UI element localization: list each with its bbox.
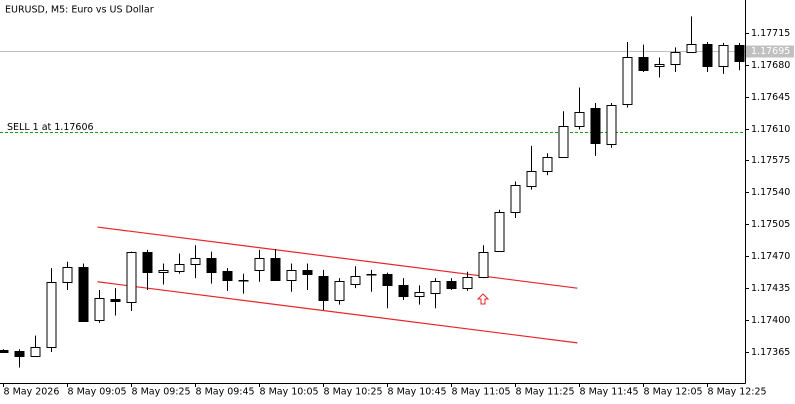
x-tick-label: 8 May 12:05: [644, 387, 703, 398]
bull-candle-body: [670, 52, 681, 65]
y-tick-label: 1.17365: [751, 347, 790, 358]
bear-candle-body: [110, 299, 121, 302]
bear-candle-body: [142, 252, 153, 273]
bull-candle-body: [558, 126, 569, 158]
bull-candle-body: [414, 292, 425, 297]
bull-candle-body: [46, 282, 57, 348]
y-tick-label: 1.17645: [751, 92, 790, 103]
bull-candle-body: [478, 252, 489, 278]
bull-candle-body: [350, 276, 361, 285]
bull-candle-body: [62, 267, 73, 283]
bull-candle-body: [686, 44, 697, 53]
x-tick-label: 8 May 09:05: [68, 387, 127, 398]
bear-candle-body: [382, 274, 393, 286]
bull-candle-body: [462, 277, 473, 289]
current-price-box: [746, 45, 794, 58]
x-tick-label: 8 May 11:05: [452, 387, 511, 398]
y-tick-label: 1.17715: [751, 28, 790, 39]
bull-candle-body: [526, 171, 537, 187]
bear-candle-body: [206, 258, 217, 273]
bear-candle-body: [734, 45, 745, 62]
bull-candle-body: [94, 298, 105, 321]
bull-candle-body: [622, 57, 633, 105]
y-tick-label: 1.17540: [751, 187, 790, 198]
y-tick-label: 1.17400: [751, 315, 790, 326]
x-tick-label: 8 May 10:05: [260, 387, 319, 398]
x-tick-label: 8 May 09:45: [196, 387, 255, 398]
x-tick-label: 8 May 10:25: [324, 387, 383, 398]
bear-candle-body: [398, 285, 409, 297]
bull-candle-body: [286, 270, 297, 281]
bear-candle-body: [14, 351, 25, 357]
bull-candle-body: [510, 185, 521, 213]
current-price-label: 1.17695: [751, 46, 790, 57]
bear-candle-body: [702, 44, 713, 67]
bear-candle-body: [638, 57, 649, 71]
bull-candle-body: [718, 45, 729, 67]
buy-arrow: [476, 293, 490, 305]
bull-candle-body: [190, 258, 201, 265]
bull-candle-body: [606, 105, 617, 145]
y-tick-label: 1.17610: [751, 124, 790, 135]
bull-candle-body: [430, 281, 441, 294]
bear-candle-body: [270, 258, 281, 281]
x-tick-label: 8 May 12:25: [708, 387, 767, 398]
y-tick-label: 1.17505: [751, 219, 790, 230]
trendline: [97, 226, 578, 289]
bull-candle-body: [238, 280, 249, 282]
bull-candle-body: [254, 258, 265, 271]
bear-candle-body: [222, 271, 233, 281]
x-tick-label: 8 May 10:45: [388, 387, 447, 398]
x-tick-label: 8 May 11:45: [580, 387, 639, 398]
bear-candle-body: [318, 276, 329, 301]
x-tick-label: 8 May 2026: [4, 387, 60, 398]
bull-candle-body: [334, 281, 345, 301]
bull-candle-body: [542, 157, 553, 172]
trendline: [97, 281, 578, 344]
y-tick-label: 1.17470: [751, 251, 790, 262]
bull-candle-body: [174, 264, 185, 272]
x-tick-label: 8 May 09:25: [132, 387, 191, 398]
order-line-label: SELL 1 at 1.17606: [7, 122, 94, 133]
y-tick-label: 1.17435: [751, 283, 790, 294]
bear-candle-body: [78, 267, 89, 322]
bear-candle-body: [590, 108, 601, 144]
y-tick-label: 1.17575: [751, 155, 790, 166]
chart-title: EURUSD, M5: Euro vs US Dollar: [5, 5, 154, 16]
bull-candle-body: [158, 270, 169, 273]
bear-candle-body: [0, 350, 9, 353]
bull-candle-body: [654, 64, 665, 67]
bull-candle-body: [366, 274, 377, 276]
x-tick-label: 8 May 11:25: [516, 387, 575, 398]
bull-candle-body: [126, 252, 137, 303]
bull-candle-body: [30, 347, 41, 357]
bear-candle-body: [446, 281, 457, 289]
bull-candle-body: [574, 112, 585, 127]
bear-candle-body: [302, 270, 313, 275]
y-tick-label: 1.17680: [751, 60, 790, 71]
bull-candle-body: [494, 212, 505, 252]
